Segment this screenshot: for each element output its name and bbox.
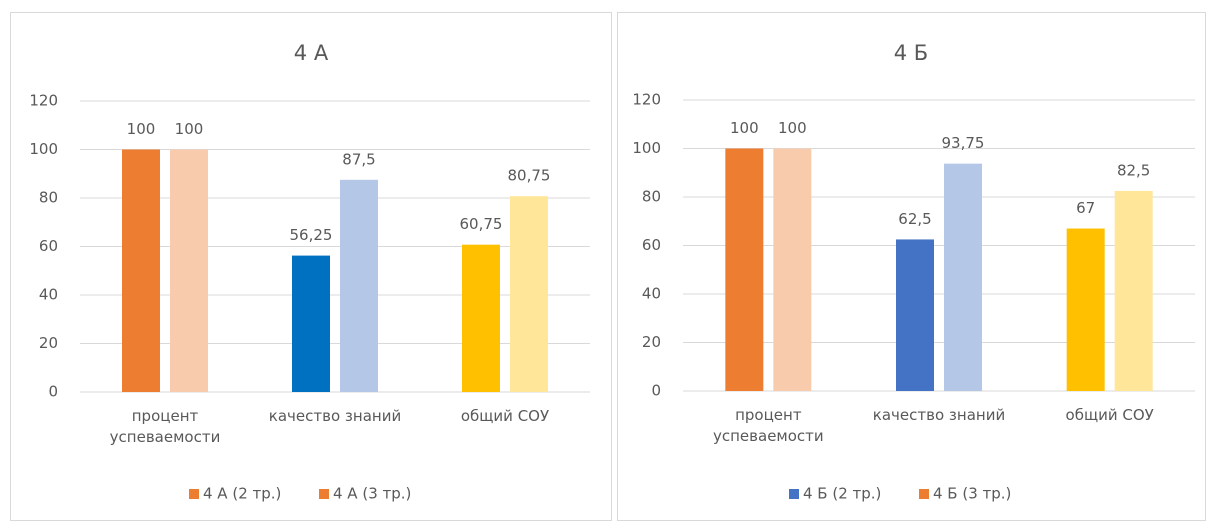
data-label: 100 xyxy=(175,120,204,138)
bar xyxy=(340,179,378,392)
y-tick-label: 120 xyxy=(29,92,58,110)
data-label: 82,5 xyxy=(1117,161,1150,179)
chart-title: 4 Б xyxy=(894,41,928,65)
x-tick-label-box: качество знаний xyxy=(872,406,1006,424)
data-label: 93,75 xyxy=(942,134,985,152)
bar xyxy=(462,244,500,392)
x-tick-label: качество знаний xyxy=(872,406,1006,424)
bar xyxy=(1066,228,1105,391)
bar xyxy=(773,148,812,391)
y-tick-label: 60 xyxy=(642,236,661,254)
data-label: 56,25 xyxy=(290,226,333,244)
y-tick-label: 120 xyxy=(632,91,661,109)
x-tick-label: общий СОУ xyxy=(460,407,550,425)
y-tick-label: 80 xyxy=(39,189,58,207)
bar xyxy=(896,239,934,391)
bar xyxy=(1114,190,1153,391)
legend-label: 4 Б (2 тр.) xyxy=(803,485,881,503)
x-tick-label-box: качество знаний xyxy=(268,407,402,425)
bar xyxy=(725,148,764,391)
chart-frame xyxy=(617,12,1206,521)
y-tick-label: 0 xyxy=(48,383,58,401)
y-tick-label: 100 xyxy=(632,139,661,157)
y-tick-label: 80 xyxy=(642,188,661,206)
x-tick-label-box: общий СОУ xyxy=(1065,406,1154,424)
x-tick-label: процент успеваемости xyxy=(713,406,824,445)
data-label: 67 xyxy=(1076,199,1095,217)
legend-label: 4 А (2 тр.) xyxy=(203,485,281,503)
bar xyxy=(292,255,330,392)
legend-swatch xyxy=(319,489,329,499)
data-label: 100 xyxy=(127,120,156,138)
y-tick-label: 60 xyxy=(39,237,58,255)
legend-swatch xyxy=(189,489,199,499)
chart-title: 4 А xyxy=(294,41,329,65)
bar xyxy=(170,149,208,392)
legend-label: 4 Б (3 тр.) xyxy=(933,485,1011,503)
y-tick-label: 40 xyxy=(642,285,661,303)
y-tick-label: 20 xyxy=(642,333,661,351)
x-tick-label: процент успеваемости xyxy=(109,407,221,446)
data-label: 60,75 xyxy=(460,215,503,233)
data-label: 80,75 xyxy=(508,167,551,185)
bar xyxy=(944,163,982,391)
y-tick-label: 20 xyxy=(39,334,58,352)
data-label: 100 xyxy=(778,119,807,137)
legend-swatch xyxy=(919,489,929,499)
legend-swatch xyxy=(789,489,799,499)
y-tick-label: 0 xyxy=(651,382,661,400)
bar xyxy=(510,196,548,392)
chart-frame xyxy=(10,12,612,521)
data-label: 87,5 xyxy=(342,150,375,168)
x-tick-label-box: процент успеваемости xyxy=(713,406,824,445)
legend-label: 4 А (3 тр.) xyxy=(333,485,411,503)
y-tick-label: 40 xyxy=(39,286,58,304)
x-tick-label: качество знаний xyxy=(268,407,402,425)
x-tick-label-box: общий СОУ xyxy=(460,407,550,425)
x-tick-label-box: процент успеваемости xyxy=(109,407,221,446)
bar xyxy=(122,149,160,392)
x-tick-label: общий СОУ xyxy=(1065,406,1154,424)
data-label: 62,5 xyxy=(898,210,931,228)
data-label: 100 xyxy=(730,119,759,137)
y-tick-label: 100 xyxy=(29,140,58,158)
